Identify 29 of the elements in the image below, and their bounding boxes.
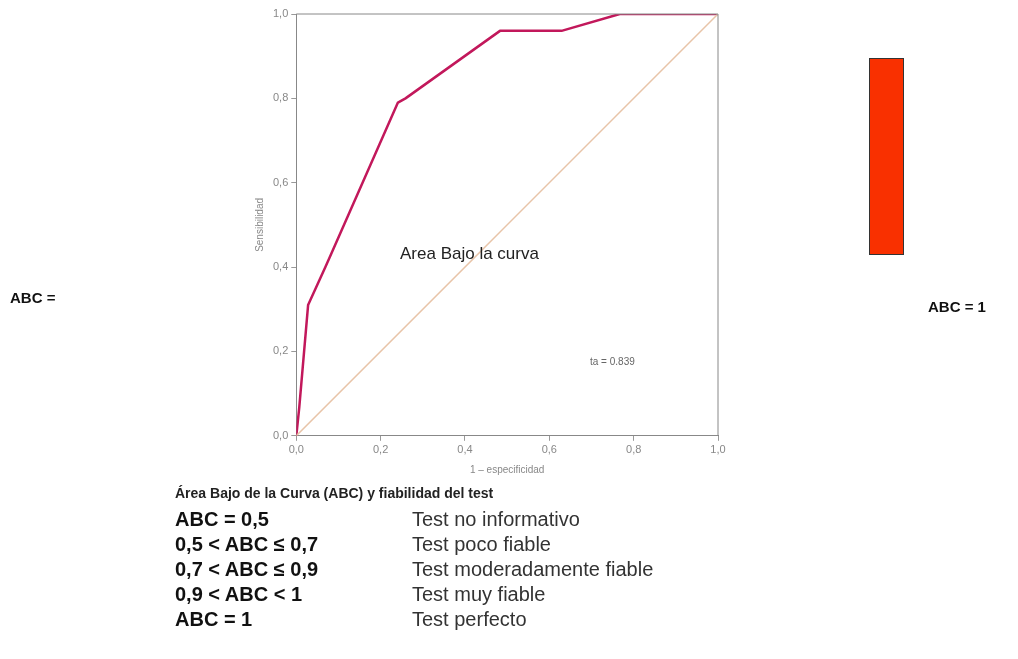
x-tick-label: 1,0 (710, 443, 726, 456)
y-tick-label: 0,4 (272, 260, 289, 273)
text: ABC = 1 (928, 298, 986, 315)
x-tick-label: 0,6 (541, 443, 557, 456)
y-tick-label: 0,6 (272, 175, 289, 188)
text: ABC = (10, 289, 56, 306)
text: Test muy fiable (412, 583, 546, 606)
x-axis-title: 1 – especificidad (469, 463, 545, 475)
x-tick-label: 0,8 (626, 443, 642, 456)
text: 0,9 < ABC < 1 (175, 583, 303, 606)
y-axis-title: Sensibilidad (253, 197, 265, 252)
text: 0,7 < ABC ≤ 0,9 (175, 558, 319, 581)
y-tick-label: 1,0 (272, 7, 289, 20)
text: Área Bajo de la Curva (ABC) y fiabilidad del test (175, 485, 494, 501)
y-tick-label: 0,8 (272, 91, 289, 104)
x-tick-label: 0,4 (457, 443, 473, 456)
x-tick-label: 0,2 (372, 443, 389, 456)
y-tick-label: 0,2 (272, 344, 289, 357)
x-tick-label: 0,0 (288, 443, 304, 456)
annotation: Area Bajo la curva (400, 244, 539, 264)
text: Test poco fiable (412, 533, 551, 556)
text: ABC = 0,5 (175, 508, 269, 531)
annotation: ta = 0.839 (590, 356, 635, 367)
text: Test moderadamente fiable (412, 558, 654, 581)
text: Test perfecto (412, 608, 527, 631)
text: Test no informativo (412, 508, 580, 531)
y-tick-label: 0,0 (272, 428, 289, 441)
text: ABC = 1 (175, 608, 253, 631)
text: 0,5 < ABC ≤ 0,7 (175, 533, 319, 556)
